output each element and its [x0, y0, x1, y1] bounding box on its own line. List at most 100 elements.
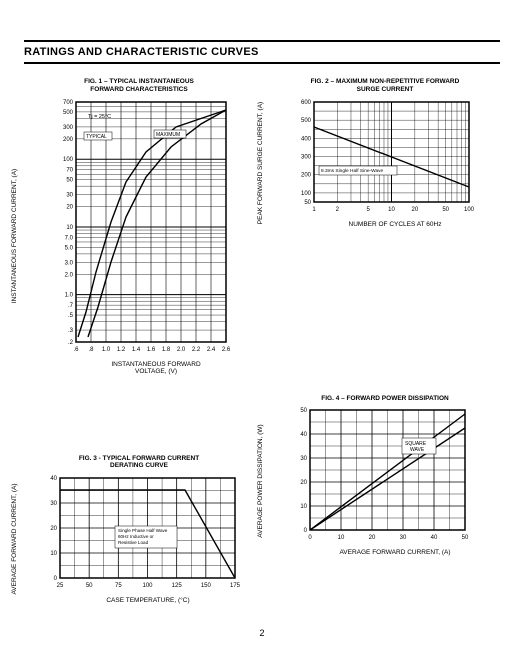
svg-text:40: 40	[50, 476, 57, 482]
svg-text:7.0: 7.0	[65, 235, 74, 241]
fig1-ylabel: INSTANTANEOUS FORWARD CURRENT, (A)	[11, 169, 18, 303]
svg-text:20: 20	[300, 480, 307, 486]
svg-text:MAXIMUM: MAXIMUM	[156, 132, 180, 138]
svg-text:1.6: 1.6	[147, 347, 156, 353]
svg-text:600: 600	[301, 100, 312, 106]
fig4-ylabel: AVERAGE POWER DISSIPATION, (W)	[257, 425, 264, 538]
svg-text:2.4: 2.4	[207, 347, 216, 353]
svg-text:10: 10	[66, 225, 73, 231]
svg-text:2.0: 2.0	[177, 347, 186, 353]
fig1-title-line1: FIG. 1 – TYPICAL INSTANTANEOUS	[84, 78, 194, 85]
svg-text:150: 150	[201, 583, 212, 589]
svg-text:WAVE: WAVE	[410, 447, 425, 453]
svg-text:400: 400	[301, 136, 312, 142]
svg-text:100: 100	[464, 207, 475, 213]
svg-text:0: 0	[308, 535, 312, 541]
svg-text:1: 1	[312, 207, 316, 213]
svg-text:30: 30	[300, 456, 307, 462]
fig1-chart: INSTANTANEOUS FORWARD CURRENT, (A) .6.81…	[24, 98, 254, 375]
svg-text:1.0: 1.0	[65, 292, 74, 298]
fig2: FIG. 2 – MAXIMUM NON-REPETITIVE FORWARD …	[270, 78, 500, 375]
svg-text:10: 10	[300, 504, 307, 510]
page-number: 2	[24, 628, 500, 638]
svg-text:75: 75	[115, 583, 122, 589]
fig3-xlabel: CASE TEMPERATURE, (°C)	[42, 597, 254, 604]
fig1-svg: .6.81.01.21.41.61.82.02.22.42.6.2.3.5.71…	[48, 98, 233, 354]
fig2-title: FIG. 2 – MAXIMUM NON-REPETITIVE FORWARD …	[270, 78, 500, 94]
svg-text:0: 0	[54, 576, 58, 582]
svg-text:Tj = 25°C: Tj = 25°C	[88, 114, 111, 120]
svg-text:.6: .6	[73, 347, 79, 353]
svg-text:200: 200	[301, 172, 312, 178]
svg-text:.7: .7	[68, 303, 74, 309]
fig4: FIG. 4 – FORWARD POWER DISSIPATION AVERA…	[270, 395, 500, 605]
svg-text:125: 125	[172, 583, 183, 589]
fig1-title: FIG. 1 – TYPICAL INSTANTANEOUS FORWARD C…	[24, 78, 254, 94]
fig2-title-line2: SURGE CURRENT	[357, 86, 414, 93]
fig4-xlabel: AVERAGE FORWARD CURRENT, (A)	[290, 549, 500, 556]
svg-text:10: 10	[388, 207, 395, 213]
svg-text:10: 10	[338, 535, 345, 541]
svg-text:1.2: 1.2	[117, 347, 126, 353]
svg-text:0: 0	[304, 528, 308, 534]
section-title: RATINGS AND CHARACTERISTIC CURVES	[24, 46, 500, 58]
svg-text:20: 20	[50, 526, 57, 532]
page: RATINGS AND CHARACTERISTIC CURVES FIG. 1…	[0, 0, 524, 658]
svg-text:1.0: 1.0	[102, 347, 111, 353]
fig3: FIG. 3 - TYPICAL FORWARD CURRENT DERATIN…	[24, 455, 254, 605]
svg-text:40: 40	[300, 432, 307, 438]
svg-text:10: 10	[50, 551, 57, 557]
fig1-xlabel-line2: VOLTAGE, (V)	[135, 368, 177, 375]
fig3-title: FIG. 3 - TYPICAL FORWARD CURRENT DERATIN…	[24, 455, 254, 471]
svg-text:500: 500	[301, 118, 312, 124]
svg-text:20: 20	[66, 204, 73, 210]
svg-text:TYPICAL: TYPICAL	[86, 134, 107, 140]
fig3-title-line2: DERATING CURVE	[110, 462, 168, 469]
svg-text:50: 50	[86, 583, 93, 589]
fig2-chart: PEAK FORWARD SURGE CURRENT, (A) 12510205…	[270, 98, 500, 228]
svg-text:175: 175	[230, 583, 241, 589]
svg-text:.5: .5	[68, 313, 74, 319]
svg-text:1.8: 1.8	[162, 347, 171, 353]
svg-text:300: 300	[301, 154, 312, 160]
svg-text:60Hz Inductive or: 60Hz Inductive or	[118, 534, 154, 539]
svg-text:.3: .3	[68, 328, 74, 334]
svg-text:70: 70	[66, 167, 73, 173]
svg-text:20: 20	[369, 535, 376, 541]
fig1-title-line2: FORWARD CHARACTERISTICS	[90, 86, 187, 93]
svg-text:8.3ms Single Half Sine-Wave: 8.3ms Single Half Sine-Wave	[321, 168, 384, 174]
svg-text:100: 100	[63, 157, 74, 163]
svg-text:40: 40	[431, 535, 438, 541]
svg-text:2.0: 2.0	[65, 272, 74, 278]
svg-text:.8: .8	[88, 347, 94, 353]
fig2-xlabel: NUMBER OF CYCLES AT 60Hz	[290, 221, 500, 228]
fig3-chart: AVERAGE FORWARD CURRENT, (A) 25507510012…	[24, 474, 254, 604]
section-header: RATINGS AND CHARACTERISTIC CURVES	[24, 40, 500, 64]
svg-text:.2: .2	[68, 340, 74, 346]
fig4-svg: 0010102020303040405050SQUAREWAVE	[290, 406, 475, 542]
svg-text:3.0: 3.0	[65, 260, 74, 266]
fig2-svg: 125102050100501002003004005006008.3ms Si…	[290, 98, 475, 214]
svg-text:30: 30	[400, 535, 407, 541]
fig4-title: FIG. 4 – FORWARD POWER DISSIPATION	[270, 395, 500, 403]
figure-grid: FIG. 1 – TYPICAL INSTANTANEOUS FORWARD C…	[24, 78, 500, 604]
svg-text:50: 50	[300, 408, 307, 414]
svg-text:5: 5	[366, 207, 370, 213]
svg-text:30: 30	[50, 501, 57, 507]
fig4-chart: AVERAGE POWER DISSIPATION, (W) 001010202…	[270, 406, 500, 556]
svg-text:2.2: 2.2	[192, 347, 201, 353]
svg-text:2: 2	[336, 207, 340, 213]
svg-text:20: 20	[411, 207, 418, 213]
fig1: FIG. 1 – TYPICAL INSTANTANEOUS FORWARD C…	[24, 78, 254, 375]
fig1-xlabel-line1: INSTANTANEOUS FORWARD	[111, 361, 200, 368]
svg-text:50: 50	[462, 535, 469, 541]
svg-text:50: 50	[442, 207, 449, 213]
svg-text:Single Phase Half Wave: Single Phase Half Wave	[118, 528, 168, 533]
svg-text:200: 200	[63, 136, 74, 142]
fig2-title-line1: FIG. 2 – MAXIMUM NON-REPETITIVE FORWARD	[311, 78, 460, 85]
svg-text:25: 25	[57, 583, 64, 589]
svg-text:100: 100	[301, 191, 312, 197]
svg-text:300: 300	[63, 125, 74, 131]
svg-text:700: 700	[63, 100, 74, 106]
fig3-title-line1: FIG. 3 - TYPICAL FORWARD CURRENT	[79, 455, 199, 462]
